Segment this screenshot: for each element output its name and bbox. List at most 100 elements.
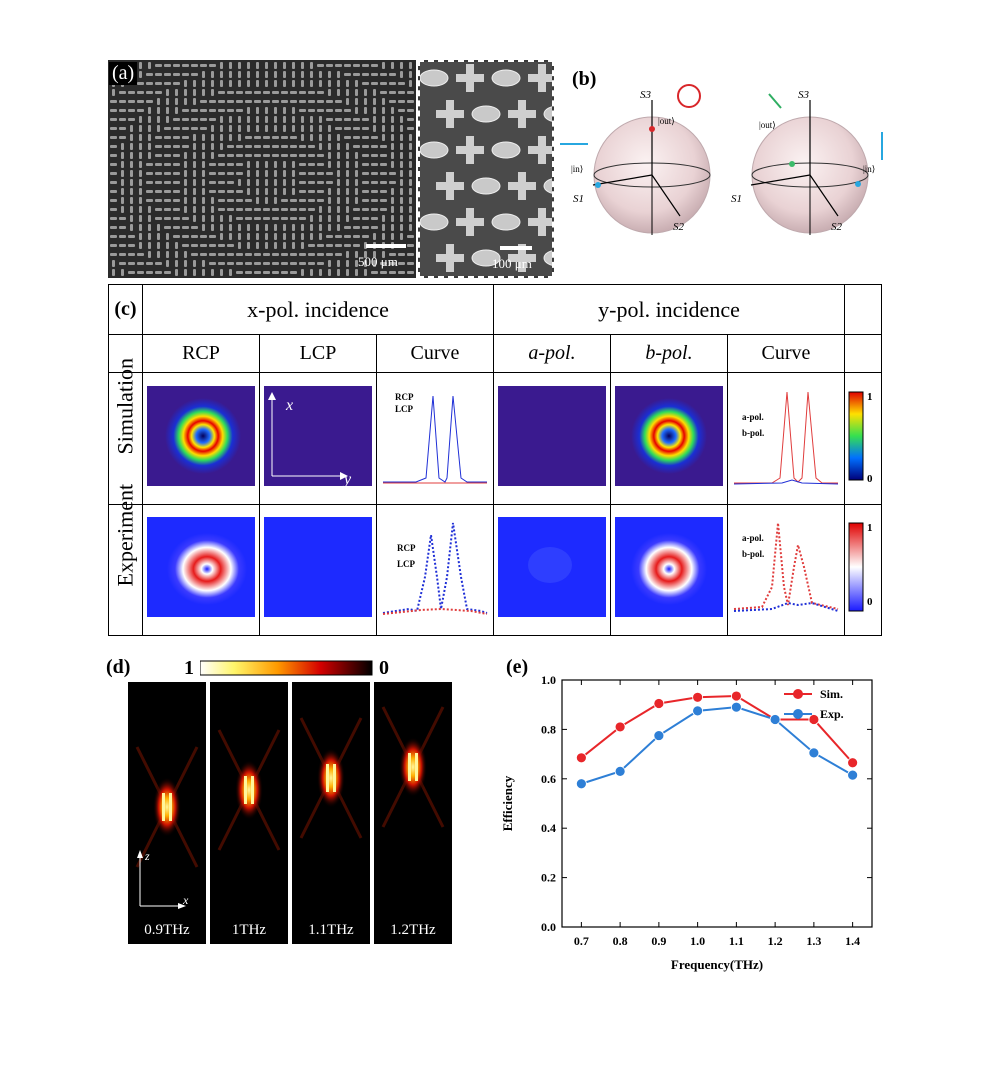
sem-pillar bbox=[274, 107, 277, 114]
sem-pillar bbox=[310, 116, 313, 123]
sem-pillar bbox=[254, 271, 261, 274]
exp-colorbar: 1 0 bbox=[848, 522, 873, 612]
sem-pillar bbox=[301, 224, 304, 231]
sem-pillar bbox=[328, 224, 331, 231]
exp-curve-y-cell: a-pol. b-pol. bbox=[727, 503, 845, 636]
sem-pillar bbox=[337, 188, 340, 195]
sem-pillar bbox=[173, 145, 180, 148]
sem-pillar bbox=[184, 188, 187, 195]
exp-colorbar-cell: 1 0 bbox=[844, 503, 882, 636]
col-rcp: RCP bbox=[142, 334, 260, 373]
sem-pillar bbox=[173, 217, 180, 220]
sem-pillar bbox=[202, 170, 205, 177]
sem-pillar bbox=[173, 154, 180, 157]
sem-pillar bbox=[220, 233, 223, 240]
sem-pillar bbox=[191, 244, 198, 247]
focus-map-1: 1THz bbox=[210, 682, 288, 944]
sem-pillar bbox=[310, 134, 313, 141]
sem-pillar bbox=[346, 143, 349, 150]
sem-pillar bbox=[218, 154, 225, 157]
sem-pillar bbox=[191, 127, 198, 130]
sem-pillar bbox=[373, 98, 376, 105]
sem-pillar bbox=[391, 233, 394, 240]
sem-pillar bbox=[317, 190, 324, 193]
sem-pillar bbox=[146, 181, 153, 184]
sem-pillar bbox=[139, 71, 142, 78]
sem-pillar bbox=[256, 242, 259, 249]
sem-pillar bbox=[200, 127, 207, 130]
sem-pillar bbox=[155, 181, 162, 184]
sem-ellipse-pillar bbox=[420, 213, 449, 231]
sem-pillar bbox=[308, 208, 315, 211]
sem-pillar bbox=[353, 73, 360, 76]
sem-pillar bbox=[211, 269, 214, 276]
sem-pillar bbox=[164, 217, 171, 220]
sem-pillar bbox=[146, 199, 153, 202]
sem-pillar bbox=[299, 109, 306, 112]
sem-pillar bbox=[227, 262, 234, 265]
sem-pillar bbox=[274, 224, 277, 231]
sem-pillar bbox=[272, 217, 279, 220]
sem-pillar bbox=[364, 98, 367, 105]
sem-pillar bbox=[398, 109, 405, 112]
sem-pillar bbox=[110, 244, 117, 247]
sem-pillar bbox=[155, 163, 162, 166]
sem-pillar bbox=[130, 143, 133, 150]
y-tick-label: 1.0 bbox=[541, 673, 556, 687]
sem-pillar bbox=[139, 197, 142, 204]
sem-zoom-scale-label: 100 μm bbox=[492, 256, 532, 271]
sem-pillar bbox=[301, 134, 304, 141]
sem-pillar bbox=[202, 179, 205, 186]
sem-pillar bbox=[283, 170, 286, 177]
sem-pillar bbox=[139, 206, 142, 213]
sem-pillar bbox=[211, 152, 214, 159]
sem-pillar bbox=[218, 163, 225, 166]
sem-pillar bbox=[173, 136, 180, 139]
sem-pillar bbox=[409, 170, 412, 177]
sem-pillar bbox=[319, 134, 322, 141]
sem-pillar bbox=[191, 73, 198, 76]
sem-ellipse-pillar bbox=[491, 141, 521, 159]
sem-pillar bbox=[155, 190, 162, 193]
sem-pillar bbox=[335, 253, 342, 256]
sem-pillar bbox=[337, 161, 340, 168]
sem-pillar bbox=[355, 107, 358, 114]
sem-pillar bbox=[155, 217, 162, 220]
sem-pillar bbox=[382, 107, 385, 114]
sem-pillar bbox=[110, 109, 117, 112]
poincare-sphere-left: S3 S1 S2 |in⟩ |out⟩ bbox=[560, 84, 711, 235]
sem-pillar bbox=[400, 152, 403, 159]
sem-pillar bbox=[310, 233, 313, 240]
sem-pillar bbox=[299, 253, 306, 256]
sem-pillar bbox=[301, 71, 304, 78]
sem-pillar bbox=[389, 262, 396, 265]
sem-pillar bbox=[364, 251, 367, 258]
sem-main-scalebar bbox=[366, 244, 406, 248]
sem-pillar bbox=[389, 100, 396, 103]
sem-pillar bbox=[139, 170, 142, 177]
sem-pillar bbox=[112, 260, 115, 267]
sem-pillar bbox=[364, 260, 367, 267]
sem-pillar bbox=[236, 271, 243, 274]
sem-pillar bbox=[328, 80, 331, 87]
sem-pillar bbox=[328, 269, 331, 276]
sem-pillar bbox=[362, 181, 369, 184]
sem-pillar bbox=[184, 206, 187, 213]
sem-pillar bbox=[380, 262, 387, 265]
sem-pillar bbox=[211, 197, 214, 204]
x-axis-label: Frequency(THz) bbox=[671, 957, 763, 972]
sem-pillar bbox=[272, 253, 279, 256]
sem-pillar bbox=[247, 233, 250, 240]
sem-pillar bbox=[371, 181, 378, 184]
sem-pillar bbox=[229, 62, 232, 69]
sem-pillar bbox=[146, 190, 153, 193]
sim-curve-x-plot: RCP LCP bbox=[383, 392, 487, 484]
sem-pillar bbox=[256, 116, 259, 123]
sem-pillar bbox=[326, 253, 333, 256]
sem-pillar bbox=[236, 172, 243, 175]
sphere-left-s3: S3 bbox=[640, 89, 652, 101]
exp-a-pol-cell bbox=[493, 503, 611, 636]
sem-pillar bbox=[389, 172, 396, 175]
sem-pillar bbox=[247, 179, 250, 186]
sem-pillar bbox=[173, 226, 180, 229]
